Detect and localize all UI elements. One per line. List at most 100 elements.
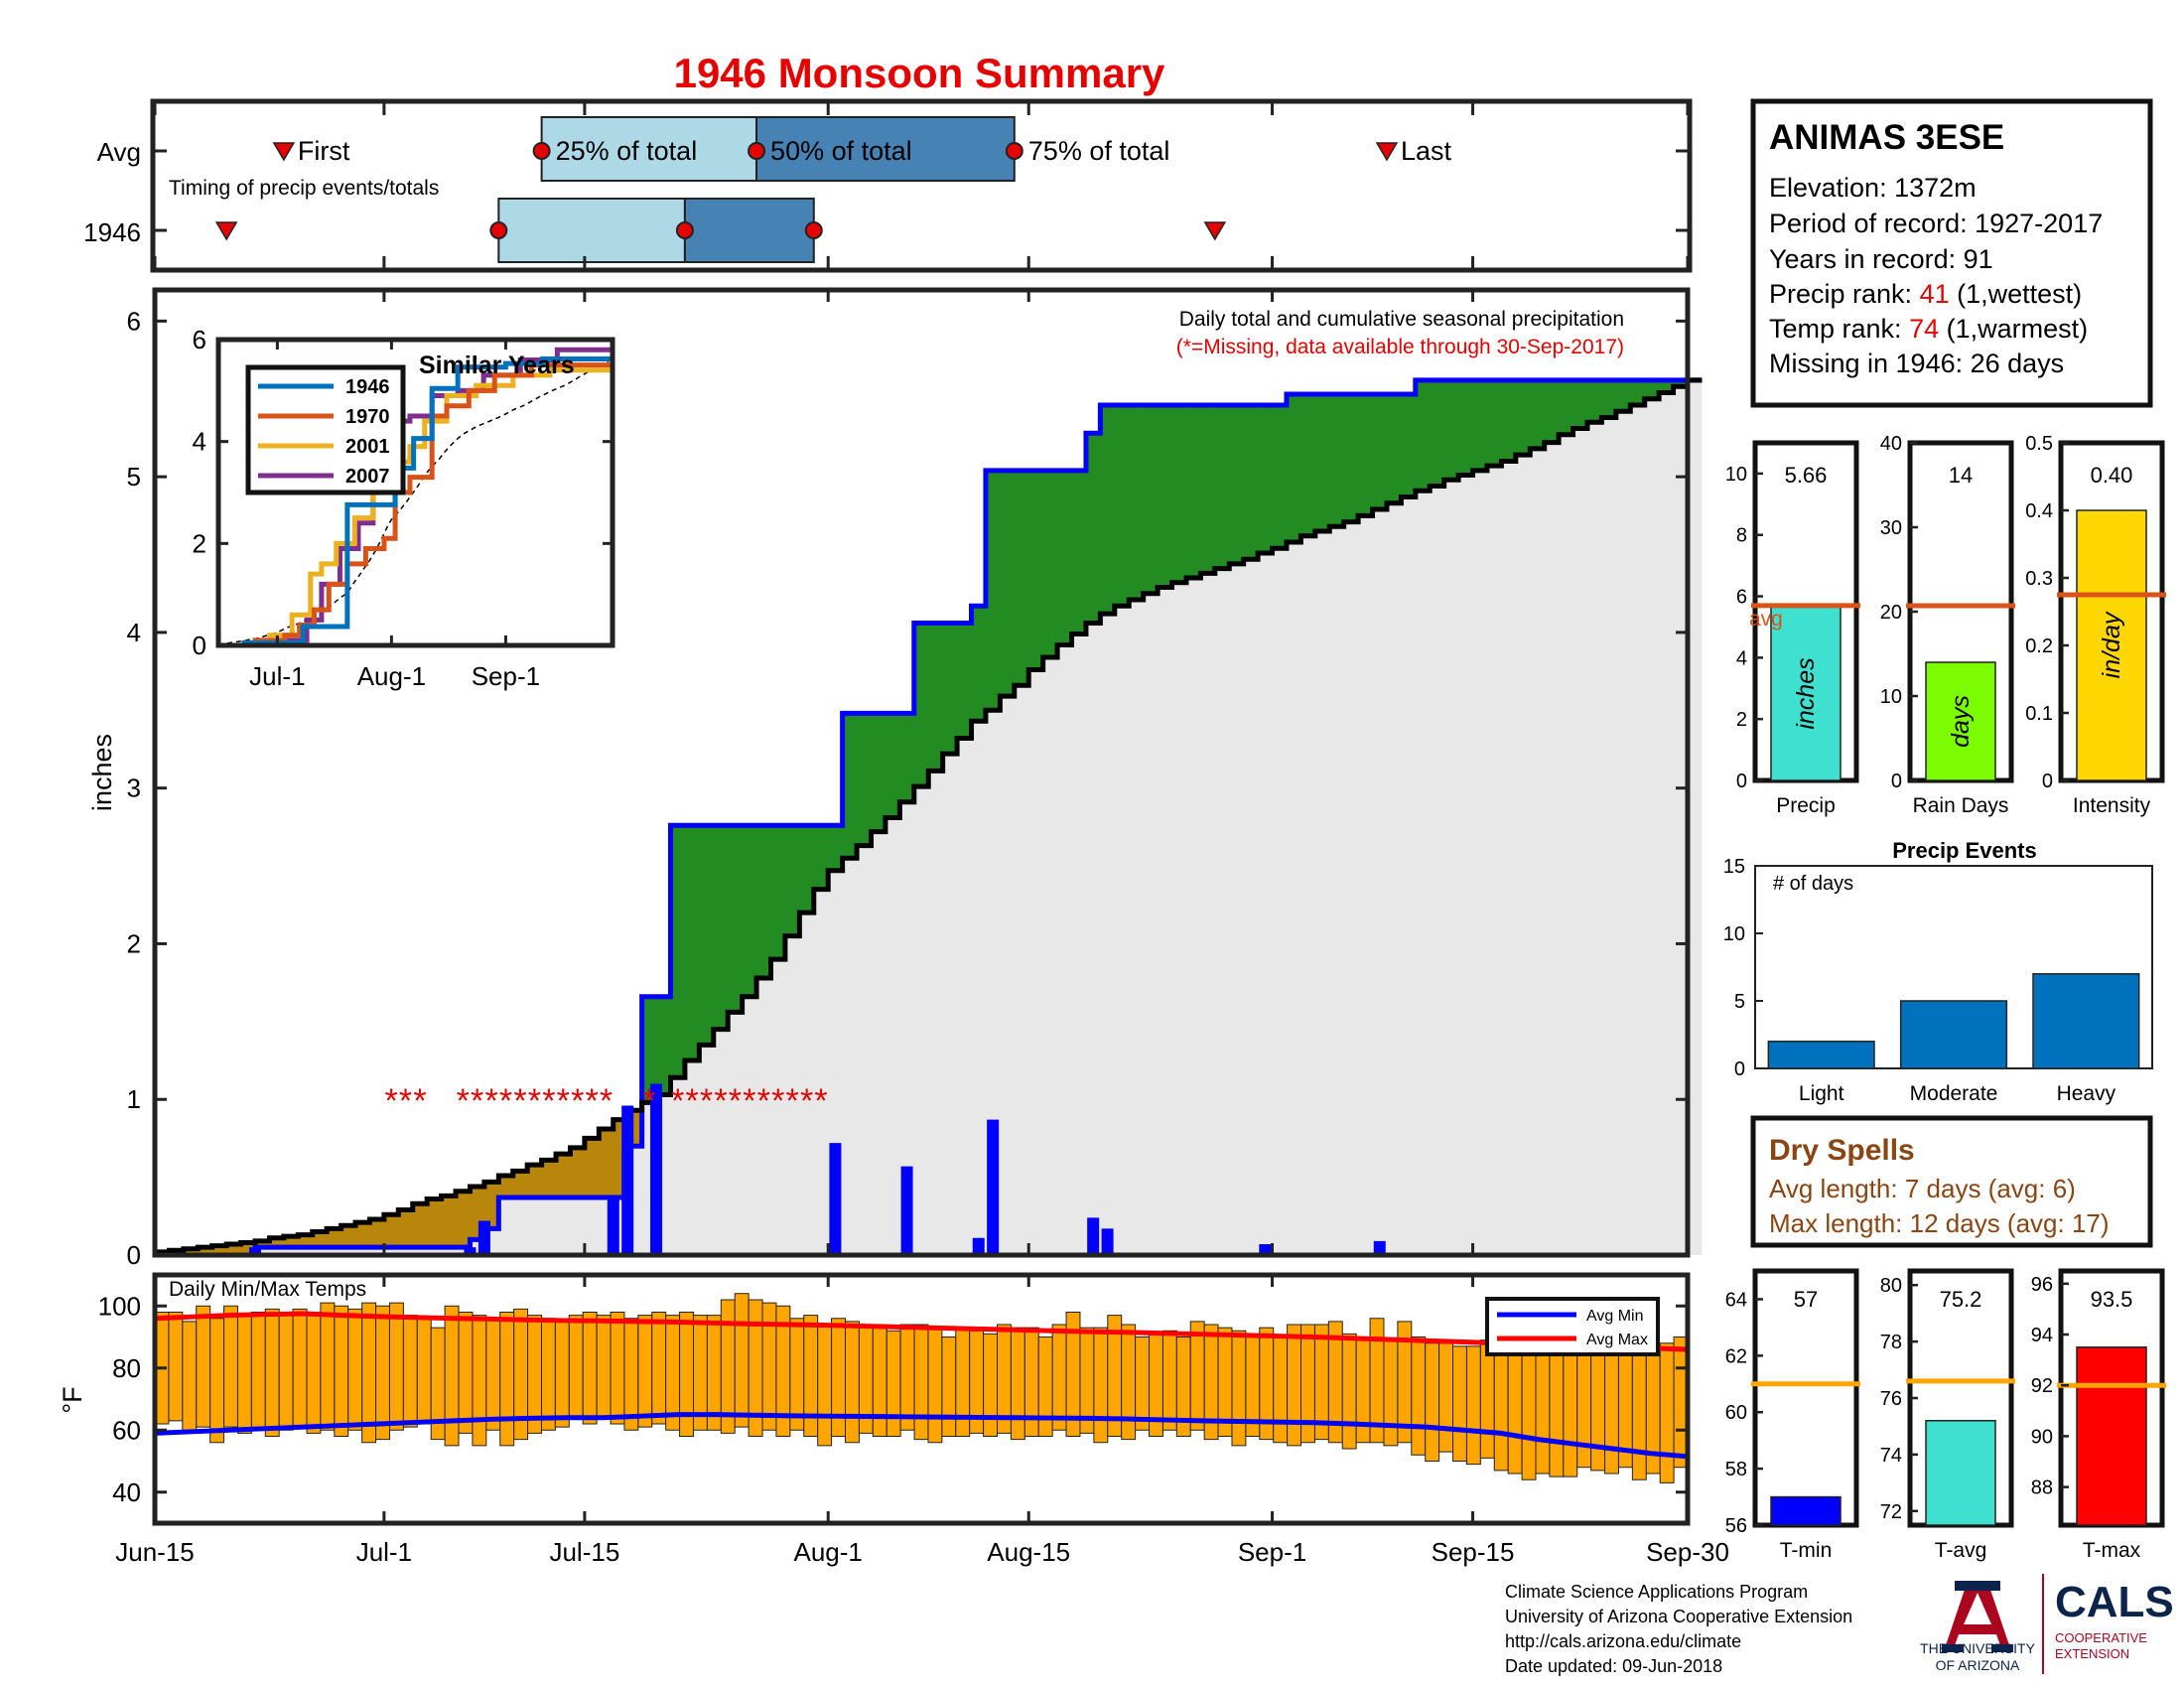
cumulative-diff-segment [1214,405,1230,569]
figure-title: 1946 Monsoon Summary [674,50,1165,96]
cumulative-diff-segment [369,1218,385,1248]
ua-line-2: OF ARIZONA [1936,1657,2020,1673]
cumulative-diff-segment [1630,379,1646,406]
temps-ytick-label: 100 [98,1291,141,1321]
daily-precip-bar [1259,1244,1272,1255]
missing-day-marker: * [800,1082,813,1120]
cumulative-diff-segment [699,825,715,1046]
inset-avg-line [217,357,614,645]
avg-min-line [154,1412,1689,1460]
temp-summary-ytick-label: 92 [2031,1375,2053,1397]
cumulative-diff-segment [656,996,672,1095]
missing-day-marker: * [585,1082,598,1120]
station-info-box: ANIMAS 3ESE Elevation: 1372m Period of r… [1750,98,2153,408]
temps-legend-min-label: Avg Min [1586,1308,1644,1325]
temp-range-bar [1383,1339,1399,1447]
cumulative-diff-segment [871,713,887,832]
timing-quartile-marker [804,221,823,239]
temp-range-bar [196,1305,211,1428]
cumulative-diff-segment [1358,394,1374,516]
cumulative-diff-segment [1028,470,1044,670]
temp-range-bar [1287,1324,1302,1447]
temp-range-bar [789,1318,805,1431]
temp-rank-value: 74 [1909,314,1939,344]
dry-spells-avg: Avg length: 7 days (avg: 6) [1769,1174,2076,1203]
daily-precip-bar [972,1237,985,1255]
temp-range-bar [1549,1342,1565,1477]
temps-frame [152,1272,1691,1526]
inset-xtick-label: Aug-1 [357,661,426,691]
cumulative-diff-segment [971,606,987,722]
daily-precip-bar [900,1166,913,1255]
temp-range-bar [1604,1351,1619,1475]
events-bar-light [1767,1041,1875,1069]
temps-legend-max-label: Avg Max [1586,1332,1648,1348]
date-tick-label: Aug-1 [794,1537,863,1567]
cumulative-diff-segment [1158,405,1173,588]
cumulative-diff-segment [1129,405,1145,600]
cumulative-diff-segment [1415,379,1431,492]
temp-range-bar [527,1315,542,1434]
daily-precip-bar [478,1220,490,1255]
temp-range-bar [1093,1327,1109,1444]
cumulative-diff-segment [857,713,873,846]
temp-range-bar [444,1305,460,1447]
precip-events-chart: Light Moderate Heavy 0 5 10 15 [1723,856,2153,1105]
cumulative-diff-segment [1343,394,1359,522]
date-tick-label: Sep-30 [1646,1537,1729,1567]
missing-day-marker: * [471,1082,483,1120]
main-note-1: Daily total and cumulative seasonal prec… [1179,308,1624,331]
temp-range-bar [1189,1321,1205,1431]
timing-first-last-marker [272,142,296,162]
main-ylabel: inches [87,734,117,811]
summary-ytick-label: 4 [1736,647,1747,669]
cumulative-diff-segment [355,1222,371,1248]
temp-range-bar [320,1302,336,1431]
temp-summary-value-tmin: 57 [1794,1287,1818,1312]
missing-day-marker: * [571,1082,584,1120]
temp-range-bar [1507,1339,1523,1475]
temp-range-bar [1521,1348,1537,1480]
cumulative-diff-segment [985,470,1001,711]
station-frame [1750,98,2153,408]
cumulative-diff-segment [1615,379,1631,412]
temp-range-bar [596,1315,612,1419]
block-a-icon [1942,1581,2013,1652]
footer-line-3: http://cals.arizona.edu/climate [1505,1631,1741,1651]
missing-day-marker: * [413,1082,426,1120]
cumulative-diff-segment [1559,379,1574,435]
timing-q25-q50-box [497,198,686,263]
temp-range-bar [485,1318,501,1431]
timing-row-label-year: 1946 [83,217,141,247]
summary-ytick-label: 30 [1880,517,1902,539]
cals-sub-2: EXTENSION [2055,1646,2129,1661]
summary-ytick-label: 10 [1880,686,1902,708]
timing-first-last-marker [1375,142,1399,162]
cumulative-diff-segment [899,713,915,802]
cumulative-diff-segment [456,1191,472,1248]
cumulative-diff-segment [1071,470,1087,634]
station-years: Years in record: 91 [1769,244,1993,274]
cumulative-diff-segment [1000,470,1016,697]
missing-day-marker: * [686,1082,699,1120]
temp-range-bar [872,1324,887,1437]
timing-row-label-avg: Avg [97,137,141,167]
cumulative-diff-segment [1673,379,1689,387]
station-period: Period of record: 1927-2017 [1769,209,2103,238]
cumulative-diff-segment [1143,405,1159,594]
temp-summary-bar-tmax [2076,1346,2147,1526]
summary-ytick-label: 0.4 [2025,500,2053,522]
summary-unit-precip: inches [1792,657,1820,729]
timing-q50-q75-box [755,116,1016,182]
temp-range-bar [306,1312,322,1434]
events-bar-moderate [1899,1000,2008,1069]
temp-range-bar [1037,1336,1053,1437]
temp-range-bar [734,1293,750,1428]
temp-range-bar [388,1302,404,1431]
temp-range-bar [610,1312,625,1425]
main-ytick-label: 3 [127,774,141,803]
temp-range-bar [1121,1324,1137,1441]
temp-range-bar [1438,1342,1454,1453]
temp-range-bar [458,1312,474,1434]
